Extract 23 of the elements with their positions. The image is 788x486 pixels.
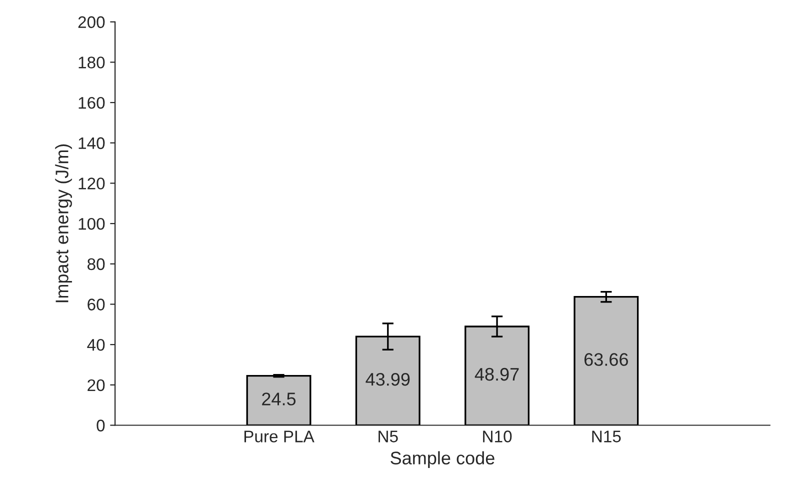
y-tick-label: 80: [88, 258, 105, 270]
y-tick-label: 100: [78, 218, 105, 230]
x-tick-label: N15: [592, 430, 621, 442]
x-tick-label: Pure PLA: [244, 430, 314, 442]
data-label: 43.99: [366, 372, 410, 386]
y-tick-label: 180: [78, 56, 105, 68]
y-tick-label: 20: [88, 379, 105, 392]
y-tick-label: 120: [78, 178, 105, 190]
y-tick-label: 140: [78, 137, 105, 150]
y-tick-label: 0: [96, 420, 105, 432]
x-tick-label: N5: [378, 430, 398, 442]
y-axis-title: Impact energy (J/m): [55, 144, 72, 302]
x-axis-title: Sample code: [390, 451, 494, 468]
bar: [574, 296, 639, 426]
y-tick-label: 160: [78, 96, 105, 109]
data-label: 24.5: [262, 392, 296, 406]
bar: [246, 375, 312, 426]
y-tick-label: 40: [87, 338, 105, 351]
data-label: 48.97: [474, 368, 519, 381]
y-tick-label: 60: [88, 298, 105, 310]
data-label: 63.66: [584, 353, 628, 366]
x-tick-label: N10: [483, 430, 512, 442]
y-tick-label: 200: [78, 16, 105, 28]
